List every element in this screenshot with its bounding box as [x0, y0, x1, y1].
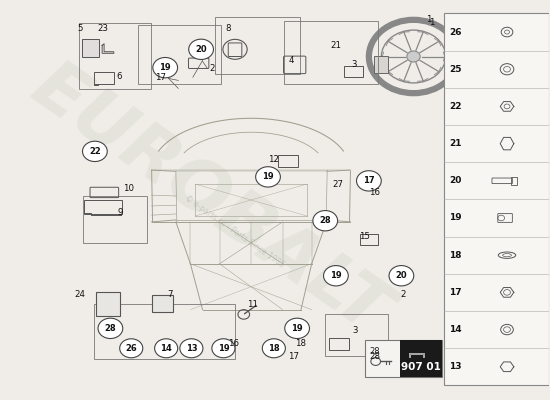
FancyBboxPatch shape [152, 295, 173, 312]
Circle shape [153, 58, 178, 78]
Text: 20: 20 [195, 45, 207, 54]
Circle shape [356, 171, 381, 191]
Bar [82, 196, 147, 243]
Circle shape [313, 210, 338, 231]
Text: 7: 7 [167, 290, 173, 299]
Text: 13: 13 [185, 344, 197, 353]
Circle shape [323, 266, 348, 286]
Text: 8: 8 [226, 24, 231, 33]
Bar [365, 340, 442, 377]
Circle shape [82, 141, 107, 162]
Circle shape [180, 339, 203, 358]
FancyBboxPatch shape [400, 340, 442, 377]
Text: 11: 11 [247, 300, 258, 309]
Bar [138, 26, 222, 84]
Text: 22: 22 [449, 102, 462, 111]
Text: 17: 17 [155, 73, 166, 82]
Text: 5: 5 [78, 24, 83, 33]
Text: 28: 28 [369, 352, 380, 361]
Circle shape [155, 339, 178, 358]
Text: 17: 17 [363, 176, 375, 185]
Text: 14: 14 [160, 344, 172, 353]
Text: 19: 19 [449, 214, 462, 222]
Text: 28: 28 [370, 347, 381, 356]
Bar [79, 24, 151, 89]
Text: 16: 16 [228, 339, 239, 348]
Text: 19: 19 [262, 172, 274, 181]
Text: 28: 28 [104, 324, 116, 333]
Text: 24: 24 [74, 290, 85, 299]
Text: 13: 13 [449, 362, 462, 371]
Circle shape [189, 39, 213, 60]
Text: 20: 20 [449, 176, 462, 185]
Bar [325, 314, 388, 356]
Text: 6: 6 [116, 72, 122, 81]
Text: 19: 19 [292, 324, 303, 333]
Text: 1: 1 [426, 15, 432, 24]
FancyBboxPatch shape [374, 56, 388, 73]
Text: 4: 4 [289, 56, 294, 65]
Text: 21: 21 [449, 139, 462, 148]
Text: 21: 21 [331, 41, 342, 50]
Text: 10: 10 [123, 184, 134, 193]
Text: 20: 20 [395, 271, 407, 280]
Text: 19: 19 [218, 344, 229, 353]
Text: 19: 19 [330, 271, 342, 280]
Text: 2: 2 [400, 290, 405, 299]
Bar [95, 304, 235, 359]
Text: 17: 17 [288, 352, 299, 361]
Bar [284, 21, 378, 84]
Text: 17: 17 [449, 288, 462, 297]
Text: 28: 28 [320, 216, 331, 225]
FancyBboxPatch shape [96, 292, 120, 316]
Text: 15: 15 [359, 232, 370, 241]
Text: © e-parts.cc - Parts Since 1985: © e-parts.cc - Parts Since 1985 [183, 194, 285, 270]
Text: 3: 3 [353, 326, 358, 335]
Circle shape [389, 266, 414, 286]
Bar [444, 14, 549, 385]
Text: 26: 26 [449, 28, 462, 36]
Circle shape [120, 339, 143, 358]
Text: 18: 18 [449, 251, 462, 260]
Bar [214, 17, 300, 74]
Text: 12: 12 [268, 155, 279, 164]
Circle shape [262, 339, 285, 358]
Text: 19: 19 [160, 63, 171, 72]
Text: 18: 18 [268, 344, 279, 353]
Bar [512, 177, 517, 185]
Text: 3: 3 [351, 60, 357, 69]
Text: 27: 27 [333, 180, 344, 188]
Text: 9: 9 [117, 208, 123, 217]
Text: EUROBALT: EUROBALT [18, 52, 401, 348]
Text: 22: 22 [89, 147, 101, 156]
Text: 14: 14 [449, 325, 462, 334]
Text: 1: 1 [429, 18, 434, 27]
Circle shape [212, 339, 235, 358]
Text: 26: 26 [125, 344, 137, 353]
Text: 907 01: 907 01 [401, 362, 441, 372]
Circle shape [98, 318, 123, 338]
Text: 25: 25 [449, 65, 462, 74]
Circle shape [407, 51, 420, 62]
Circle shape [285, 318, 310, 338]
FancyBboxPatch shape [82, 39, 99, 56]
Text: 23: 23 [97, 24, 108, 33]
Text: 16: 16 [369, 188, 380, 197]
Circle shape [256, 167, 280, 187]
Text: 18: 18 [295, 339, 306, 348]
Text: 2: 2 [210, 64, 215, 73]
